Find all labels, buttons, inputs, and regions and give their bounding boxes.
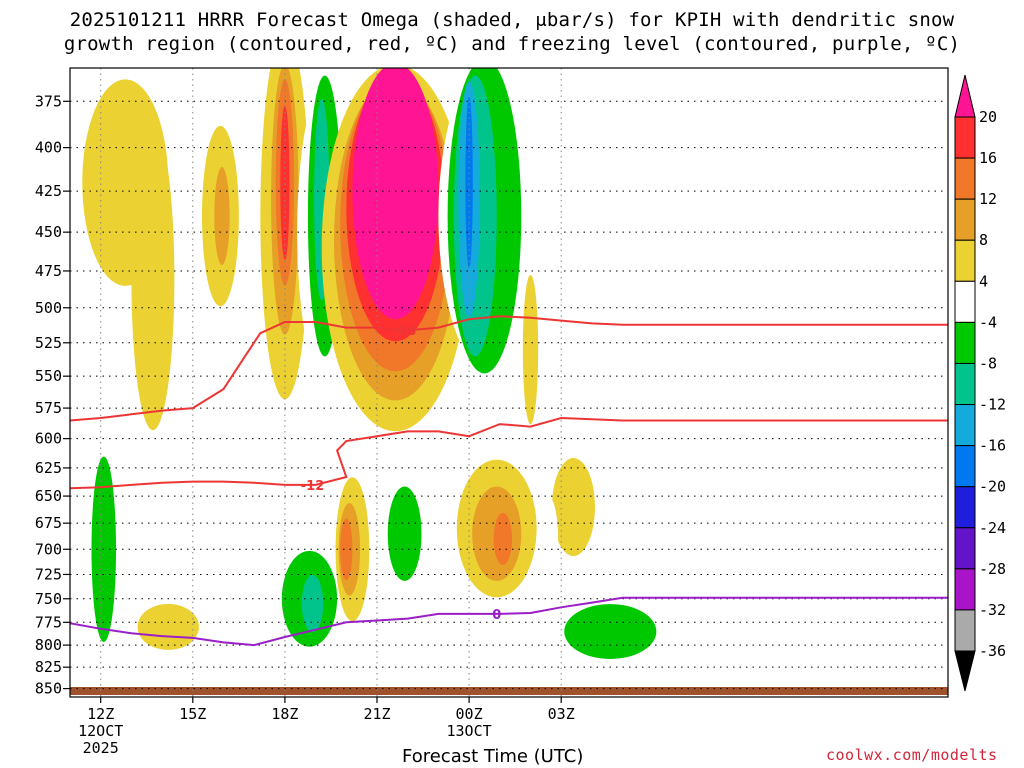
y-tick-label-575: 575 [35, 399, 62, 417]
colorbar-label-13: -36 [979, 642, 1006, 660]
colorbar-label-9: -20 [979, 478, 1006, 496]
colorbar-segment-6 [954, 362, 976, 406]
omega-shaded-region-40 [493, 641, 513, 694]
omega-shaded-region-15 [352, 68, 439, 320]
y-tick-label-400: 400 [35, 139, 62, 157]
y-tick-label-525: 525 [35, 334, 62, 352]
colorbar-label-1: 16 [979, 149, 997, 167]
x-tick-year-12Z: 2025 [83, 739, 119, 757]
colorbar-label-5: -4 [979, 313, 997, 331]
terrain-ground-strip [70, 687, 948, 695]
colorbar-segment-0 [954, 116, 976, 159]
y-tick-label-550: 550 [35, 367, 62, 385]
omega-shaded-region-37 [539, 497, 559, 581]
plot-frame [69, 67, 949, 698]
y-tick-label-450: 450 [35, 223, 62, 241]
x-tick-date-00Z: 13OCT [447, 722, 492, 740]
colorbar-segment-5 [954, 321, 976, 364]
colorbar-label-2: 12 [979, 190, 997, 208]
x-tick-label-03Z: 03Z [548, 705, 575, 723]
y-tick-label-500: 500 [35, 299, 62, 317]
colorbar-segment-1 [954, 157, 976, 200]
chart-title-line-2: growth region (contoured, red, ºC) and f… [63, 33, 961, 55]
y-tick-label-625: 625 [35, 459, 62, 477]
chart-title-line-1: 2025101211 HRRR Forecast Omega (shaded, … [69, 9, 955, 31]
x-tick-label-00Z: 00Z [456, 705, 483, 723]
contour-line-0 [70, 416, 948, 490]
contour-label-2: 0 [492, 608, 501, 623]
colorbar-label-11: -28 [979, 560, 1006, 578]
contour-label-1: -18 [393, 324, 417, 339]
colorbar-label-7: -12 [979, 396, 1006, 414]
omega-shaded-region-39 [564, 604, 657, 659]
y-tick-label-650: 650 [35, 487, 62, 505]
y-tick-label-825: 825 [35, 658, 62, 676]
x-tick-label-18Z: 18Z [271, 705, 298, 723]
contour-line-1 [70, 315, 948, 422]
colorbar-segment-10 [954, 527, 976, 570]
colorbar-segment-9 [954, 486, 976, 529]
y-tick-label-475: 475 [35, 262, 62, 280]
omega-shaded-region-3 [214, 167, 230, 266]
colorbar-bottom-arrow [954, 650, 976, 692]
y-tick-label-425: 425 [35, 182, 62, 200]
colorbar-segment-12 [954, 609, 976, 652]
omega-shaded-region-1 [131, 126, 175, 431]
y-tick-label-375: 375 [35, 92, 62, 110]
colorbar-label-10: -24 [979, 519, 1006, 537]
omega-shaded-region-7 [280, 105, 290, 260]
x-axis-title: Forecast Time (UTC) [402, 746, 584, 767]
y-tick-label-775: 775 [35, 613, 62, 631]
colorbar-segment-3 [954, 239, 976, 282]
colorbar-label-6: -8 [979, 354, 997, 372]
omega-shaded-region-30 [340, 518, 353, 581]
chart-title: 2025101211 HRRR Forecast Omega (shaded, … [0, 8, 1024, 56]
omega-shaded-region-21 [522, 274, 539, 425]
colorbar-label-12: -32 [979, 601, 1006, 619]
colorbar-segment-2 [954, 198, 976, 241]
omega-shaded-region-24 [137, 603, 199, 650]
colorbar-label-8: -16 [979, 437, 1006, 455]
source-credit: coolwx.com/modelts [826, 746, 998, 764]
omega-shaded-region-36 [551, 458, 595, 557]
colorbar-label-3: 8 [979, 231, 988, 249]
x-tick-label-15Z: 15Z [179, 705, 206, 723]
contour-label-0: -12 [301, 479, 325, 494]
colorbar-segment-4 [954, 280, 976, 323]
y-tick-label-750: 750 [35, 590, 62, 608]
y-tick-label-850: 850 [35, 680, 62, 698]
colorbar-top-arrow [954, 74, 976, 118]
colorbar-segment-11 [954, 568, 976, 611]
colorbar-segment-7 [954, 404, 976, 447]
colorbar-label-4: 4 [979, 272, 988, 290]
y-tick-label-675: 675 [35, 514, 62, 532]
omega-shaded-region-20 [465, 96, 473, 269]
y-tick-label-700: 700 [35, 540, 62, 558]
omega-shaded-region-32 [387, 486, 422, 581]
colorbar-label-0: 20 [979, 108, 997, 126]
x-tick-date-12Z: 12OCT [78, 722, 123, 740]
contour-line-2 [70, 596, 948, 647]
y-tick-label-725: 725 [35, 565, 62, 583]
omega-shaded-region-27 [301, 575, 324, 633]
y-tick-label-600: 600 [35, 430, 62, 448]
colorbar-segment-8 [954, 445, 976, 488]
x-tick-label-21Z: 21Z [363, 705, 390, 723]
y-tick-label-800: 800 [35, 636, 62, 654]
x-tick-label-12Z: 12Z [87, 705, 114, 723]
omega-shaded-region-35 [493, 512, 513, 565]
